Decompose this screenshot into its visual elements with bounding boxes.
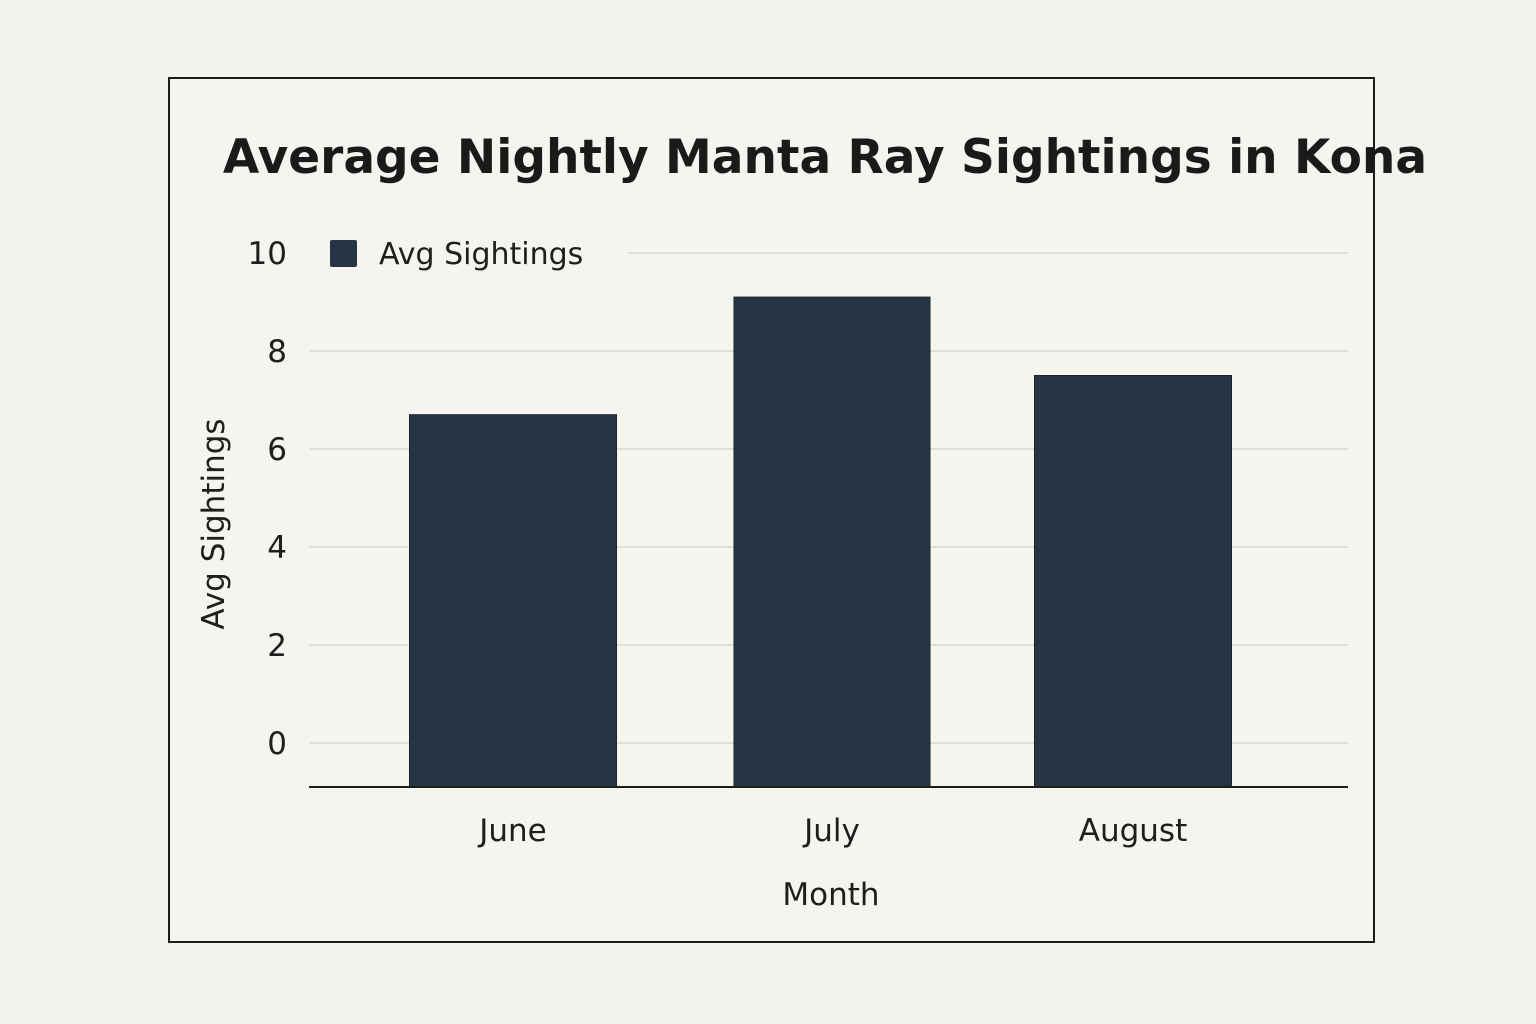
y-tick-label: 2 bbox=[267, 628, 287, 664]
y-tick-label: 8 bbox=[267, 334, 287, 370]
bars bbox=[409, 296, 1232, 788]
x-tick-label: July bbox=[802, 813, 860, 849]
bar-june bbox=[409, 414, 617, 788]
legend-label: Avg Sightings bbox=[379, 237, 583, 272]
bar-july bbox=[733, 296, 931, 788]
x-tick-label: August bbox=[1079, 813, 1188, 849]
bar-august bbox=[1034, 375, 1232, 788]
y-tick-label: 0 bbox=[267, 726, 287, 762]
y-tick-labels: 0 2 4 6 8 10 bbox=[248, 236, 287, 762]
y-tick-label: 4 bbox=[267, 530, 287, 566]
y-axis-title: Avg Sightings bbox=[196, 418, 232, 629]
y-tick-label: 10 bbox=[248, 236, 287, 272]
chart-title: Average Nightly Manta Ray Sightings in K… bbox=[223, 130, 1427, 185]
legend: Avg Sightings bbox=[330, 237, 583, 272]
x-axis-title: Month bbox=[782, 877, 879, 913]
x-tick-label: June bbox=[477, 813, 547, 849]
legend-swatch bbox=[330, 240, 357, 267]
y-tick-label: 6 bbox=[267, 432, 287, 468]
x-tick-labels: June July August bbox=[477, 813, 1187, 849]
